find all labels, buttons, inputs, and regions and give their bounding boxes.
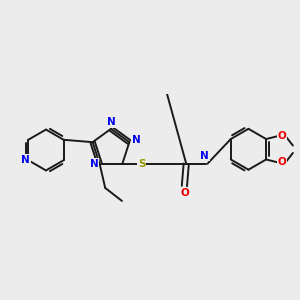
Text: O: O bbox=[278, 131, 286, 141]
Text: N: N bbox=[106, 117, 116, 127]
Text: S: S bbox=[138, 159, 146, 169]
Text: N: N bbox=[90, 159, 98, 169]
Text: N: N bbox=[132, 135, 140, 145]
Text: H: H bbox=[202, 151, 210, 160]
Text: O: O bbox=[278, 158, 286, 167]
Text: N: N bbox=[21, 155, 30, 165]
Text: N: N bbox=[200, 151, 209, 160]
Text: O: O bbox=[180, 188, 189, 198]
